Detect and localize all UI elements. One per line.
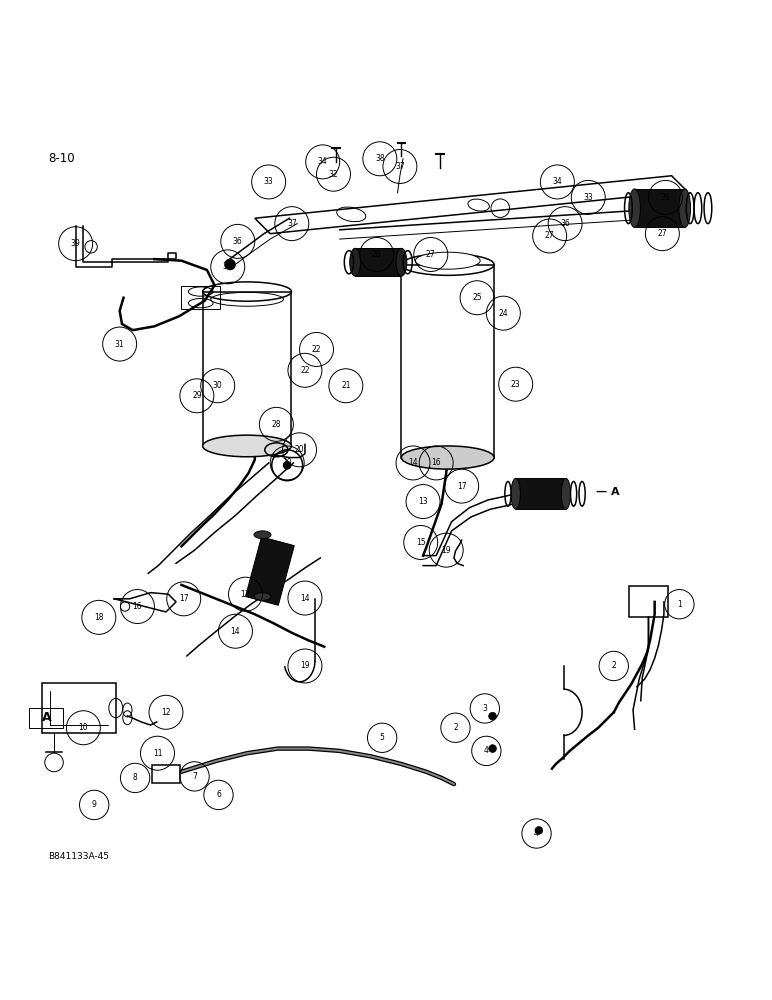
Text: 33: 33: [584, 193, 593, 202]
Text: 25: 25: [472, 293, 482, 302]
Text: 27: 27: [426, 250, 435, 259]
Text: 33: 33: [264, 177, 273, 186]
Text: 9: 9: [92, 800, 96, 809]
Text: 17: 17: [179, 594, 188, 603]
Ellipse shape: [254, 593, 271, 600]
Ellipse shape: [202, 435, 291, 457]
Bar: [181, 286, 220, 309]
Text: 6: 6: [216, 790, 221, 799]
Ellipse shape: [401, 446, 494, 469]
Text: 17: 17: [457, 482, 466, 491]
Text: 27: 27: [658, 229, 667, 238]
Text: 4: 4: [534, 829, 539, 838]
Text: 32: 32: [329, 170, 338, 179]
Ellipse shape: [511, 478, 520, 509]
Bar: [29, 708, 63, 728]
Text: 14: 14: [408, 458, 418, 467]
Circle shape: [489, 745, 496, 752]
Text: 26: 26: [661, 193, 670, 202]
Ellipse shape: [679, 189, 690, 227]
Ellipse shape: [628, 189, 640, 227]
Text: 2: 2: [453, 723, 458, 732]
Text: 36: 36: [560, 219, 570, 228]
Text: 8-10: 8-10: [48, 152, 74, 165]
Text: 16: 16: [432, 458, 441, 467]
Text: 34: 34: [318, 157, 327, 166]
Text: 24: 24: [499, 309, 508, 318]
Text: 35: 35: [223, 262, 232, 271]
Text: 2: 2: [611, 661, 616, 670]
Text: — A: — A: [596, 487, 620, 497]
Text: 16: 16: [133, 602, 142, 611]
Bar: [516, 478, 566, 509]
Text: 12: 12: [161, 708, 171, 717]
Text: 14: 14: [231, 627, 240, 636]
Text: 14: 14: [300, 594, 310, 603]
Bar: [202, 292, 291, 446]
Bar: [152, 765, 180, 783]
Ellipse shape: [561, 478, 571, 509]
Text: 20: 20: [295, 445, 304, 454]
Polygon shape: [255, 176, 687, 234]
Text: 34: 34: [553, 177, 562, 186]
Text: 4: 4: [484, 746, 489, 755]
Ellipse shape: [350, 248, 361, 276]
Bar: [401, 265, 494, 458]
Text: 19: 19: [300, 661, 310, 670]
Bar: [635, 189, 685, 227]
Bar: [629, 586, 668, 617]
Text: B841133A-45: B841133A-45: [48, 852, 109, 861]
Text: 23: 23: [511, 380, 520, 389]
Text: 39: 39: [71, 239, 80, 248]
Text: 13: 13: [241, 590, 250, 599]
Text: A: A: [42, 711, 51, 724]
Text: 31: 31: [115, 340, 124, 349]
Ellipse shape: [396, 248, 407, 276]
Text: 8: 8: [133, 773, 137, 782]
Text: 26: 26: [372, 250, 381, 259]
Ellipse shape: [415, 252, 480, 269]
Circle shape: [535, 827, 543, 834]
Text: 3: 3: [482, 704, 487, 713]
Bar: [42, 683, 116, 733]
Ellipse shape: [254, 531, 271, 539]
Text: 11: 11: [153, 749, 162, 758]
Text: 27: 27: [545, 231, 554, 240]
Text: 19: 19: [442, 546, 451, 555]
Circle shape: [489, 712, 496, 720]
Text: 7: 7: [192, 772, 197, 781]
Text: 5: 5: [380, 733, 384, 742]
Text: 1: 1: [677, 600, 682, 609]
Text: 28: 28: [272, 420, 281, 429]
Bar: [355, 248, 401, 276]
Text: 15: 15: [416, 538, 425, 547]
Bar: [245, 537, 294, 605]
Text: 18: 18: [94, 613, 103, 622]
Text: 22: 22: [312, 345, 321, 354]
Circle shape: [283, 461, 291, 469]
Text: 13: 13: [418, 497, 428, 506]
Text: 10: 10: [79, 723, 88, 732]
Text: 37: 37: [395, 162, 405, 171]
Text: 37: 37: [287, 219, 296, 228]
Text: 30: 30: [213, 381, 222, 390]
Circle shape: [225, 259, 235, 270]
Text: 22: 22: [300, 366, 310, 375]
Text: 38: 38: [375, 154, 384, 163]
Text: 20: 20: [283, 458, 292, 467]
Text: 21: 21: [341, 381, 350, 390]
Text: 36: 36: [233, 237, 242, 246]
Text: 29: 29: [192, 391, 201, 400]
